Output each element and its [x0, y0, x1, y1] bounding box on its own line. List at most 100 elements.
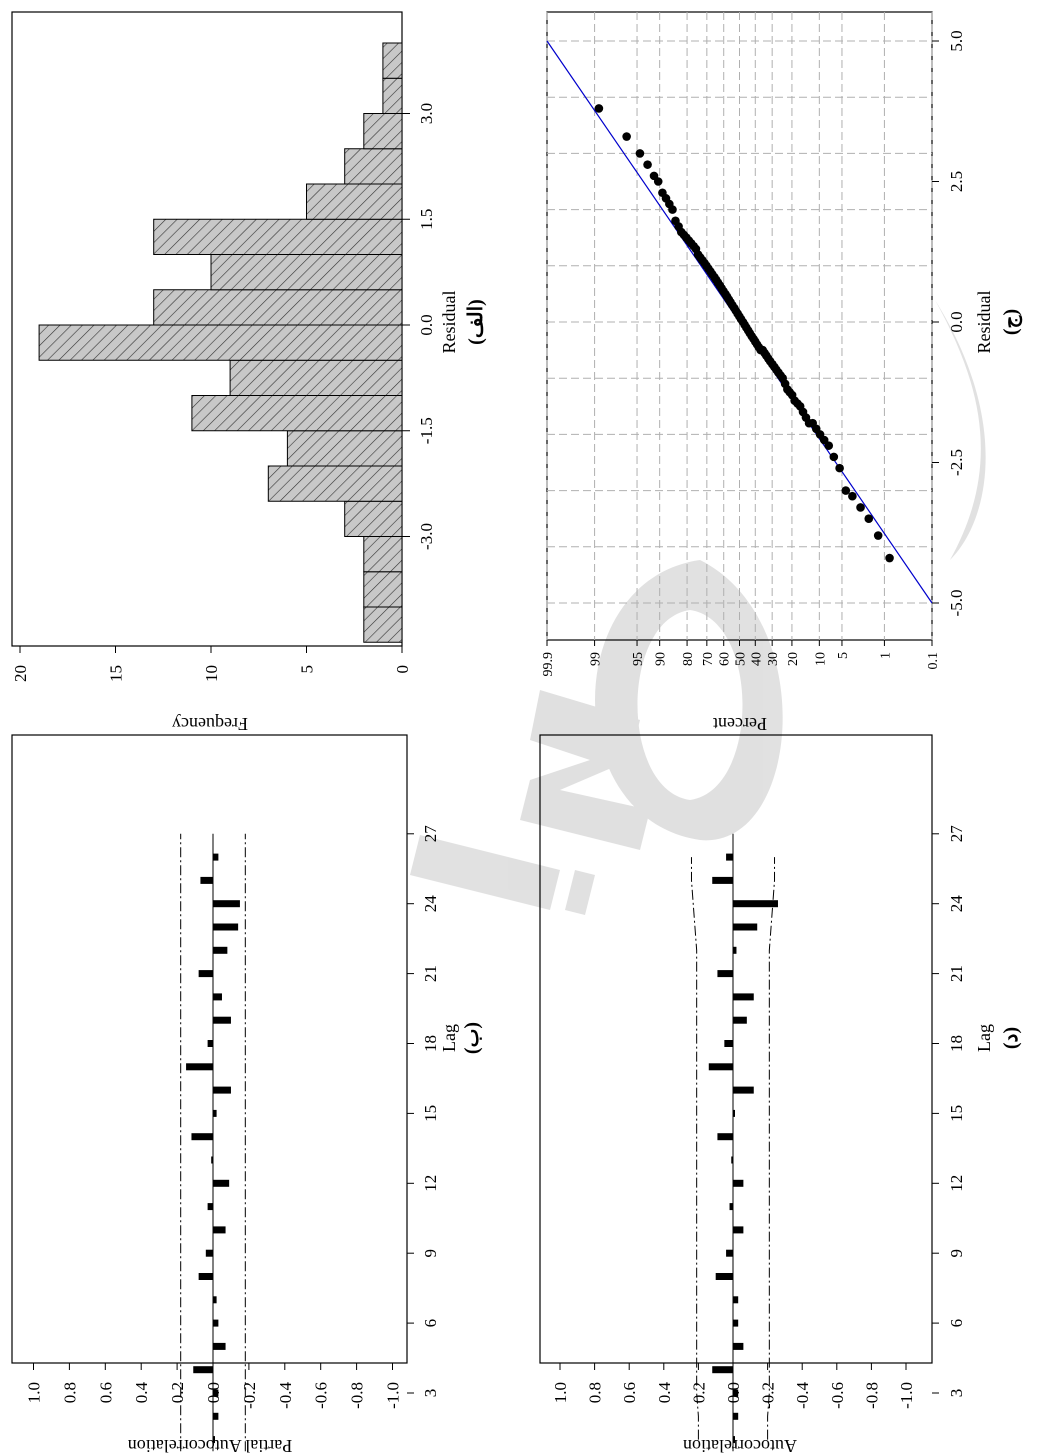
normal-probability-xtick-label: 5.0	[947, 30, 966, 51]
normal-probability-point	[841, 486, 851, 495]
acf-xtick-label: 18	[947, 1035, 966, 1052]
pacf-ytick-label: -0.8	[348, 1382, 367, 1409]
histogram-bar	[38, 324, 403, 361]
histogram-xlabel: Residual	[439, 291, 459, 354]
histogram-bar	[363, 113, 403, 150]
acf-ytick-label: 1.0	[551, 1382, 570, 1403]
pacf-caption: (ب)	[461, 1022, 483, 1054]
normal-probability-point	[649, 171, 659, 181]
acf-ytick-label: -1.0	[897, 1382, 916, 1409]
acf-xtick-label: 3	[947, 1389, 966, 1398]
pacf-bar	[213, 900, 240, 908]
acf-bar	[729, 1203, 733, 1211]
normal-probability-ytick-label: 1	[878, 652, 893, 659]
pacf-ytick-label: -0.4	[276, 1382, 295, 1409]
normal-probability-ytick-label: 30	[766, 652, 781, 666]
histogram-ytick-label: 5	[298, 665, 317, 674]
acf-ytick-label: 0.2	[689, 1382, 708, 1403]
pacf-xtick-label: 6	[421, 1319, 440, 1328]
histogram-bar	[191, 395, 403, 432]
normal-probability-point	[671, 216, 680, 226]
normal-probability-point	[643, 160, 652, 169]
normal-probability-xlabel: Residual	[974, 291, 994, 354]
acf-bar	[733, 1109, 735, 1117]
normal-probability-point	[848, 491, 857, 501]
pacf-xtick-label: 27	[421, 825, 440, 843]
acf-confidence-upper	[690, 857, 699, 1440]
acf-xtick-label: 21	[947, 965, 966, 982]
histogram-xtick-label: -1.5	[417, 417, 436, 444]
acf-bar	[733, 1226, 744, 1234]
normal-probability-point	[635, 149, 645, 158]
acf-panel: 1.0 0.8 0.6 0.4 0.2 0.0 -0.2 -0.4 -0.6 -0.8 -1.0 3 6…	[539, 734, 966, 1452]
pacf-xtick-label: 21	[421, 965, 440, 982]
acf-bar	[726, 1249, 733, 1257]
acf-confidence-lower	[767, 857, 776, 1440]
acf-ytick-label: -0.2	[759, 1382, 778, 1409]
normal-probability-ytick-label: 10	[813, 652, 828, 666]
histogram-panel: 0 5 10 15 20 -3.0 -1.5 0.0 1.5 3.0	[11, 11, 436, 682]
acf-bar	[731, 1156, 734, 1164]
normal-probability-ytick-label: 99.9	[541, 652, 556, 677]
histogram-bar	[363, 606, 403, 643]
watermark-letter-i	[410, 835, 595, 915]
histogram-bar	[153, 218, 403, 255]
pacf-bar	[207, 1040, 213, 1047]
histogram-ylabel: Frequency	[172, 714, 248, 734]
acf-ytick-label: 0.8	[586, 1382, 605, 1403]
histogram-bar	[363, 571, 403, 608]
pacf-bar	[213, 1296, 217, 1304]
pacf-bar	[211, 1156, 214, 1164]
normal-probability-ytick-label: 0.1	[926, 652, 941, 670]
pacf-bar	[213, 1319, 219, 1327]
pacf-bar	[207, 1203, 213, 1211]
pacf-bar	[213, 853, 219, 861]
normal-probability-xtick-label: -2.5	[947, 449, 966, 476]
pacf-ytick-label: -0.2	[240, 1382, 259, 1409]
histogram-xtick-label: 1.5	[417, 209, 436, 230]
pacf-frame	[11, 734, 408, 1364]
pacf-bar	[198, 1273, 213, 1280]
histogram-bar	[153, 289, 403, 326]
normal-probability-ytick-label: 20	[786, 652, 801, 666]
normal-probability-point	[594, 104, 604, 113]
pacf-xtick-label: 24	[421, 895, 440, 913]
pacf-bar	[186, 1063, 213, 1071]
pacf-ytick-label: 0.2	[168, 1382, 187, 1403]
acf-xtick-label: 24	[947, 895, 966, 913]
pacf-xtick-label: 9	[421, 1249, 440, 1258]
acf-bar	[733, 1086, 754, 1094]
acf-bar	[712, 1366, 733, 1374]
acf-bar	[724, 1040, 733, 1047]
normal-probability-point	[658, 188, 667, 198]
acf-ylabel: Autocorrelation	[683, 1436, 797, 1455]
pacf-bar	[213, 993, 222, 1001]
pacf-ylabel: Partial Autocorrelation	[128, 1436, 292, 1455]
acf-ytick-label: -0.6	[828, 1382, 847, 1409]
pacf-bar	[213, 1342, 226, 1350]
histogram-ytick-label: 10	[202, 665, 221, 682]
histogram-ytick-label: 20	[11, 665, 30, 682]
histogram-xtick-label: -3.0	[417, 523, 436, 550]
pacf-xtick-label: 15	[421, 1105, 440, 1122]
pacf-xtick-label: 12	[421, 1175, 440, 1192]
histogram-bar	[344, 500, 403, 537]
acf-bar	[733, 1389, 739, 1397]
histogram-xtick-label: 0.0	[417, 314, 436, 335]
pacf-bar	[213, 1389, 219, 1397]
normal-probability-point	[829, 452, 839, 462]
pacf-ytick-label: 0.6	[96, 1382, 115, 1403]
acf-bar	[733, 923, 758, 931]
pacf-bar	[213, 1179, 230, 1187]
normal-probability-ytick-label: 99	[589, 652, 604, 666]
pacf-xtick-label: 18	[421, 1035, 440, 1052]
acf-ytick-label: 0.0	[724, 1382, 743, 1403]
watermark-swirl	[935, 300, 986, 560]
watermark-letter-v	[520, 690, 650, 850]
acf-bar	[715, 1273, 733, 1280]
acf-xtick-label: 27	[947, 825, 966, 843]
histogram-ytick-label: 0	[393, 665, 412, 674]
normal-probability-ytick-label: 80	[681, 652, 696, 666]
histogram-bar	[363, 536, 403, 573]
pacf-bar	[213, 1109, 217, 1117]
